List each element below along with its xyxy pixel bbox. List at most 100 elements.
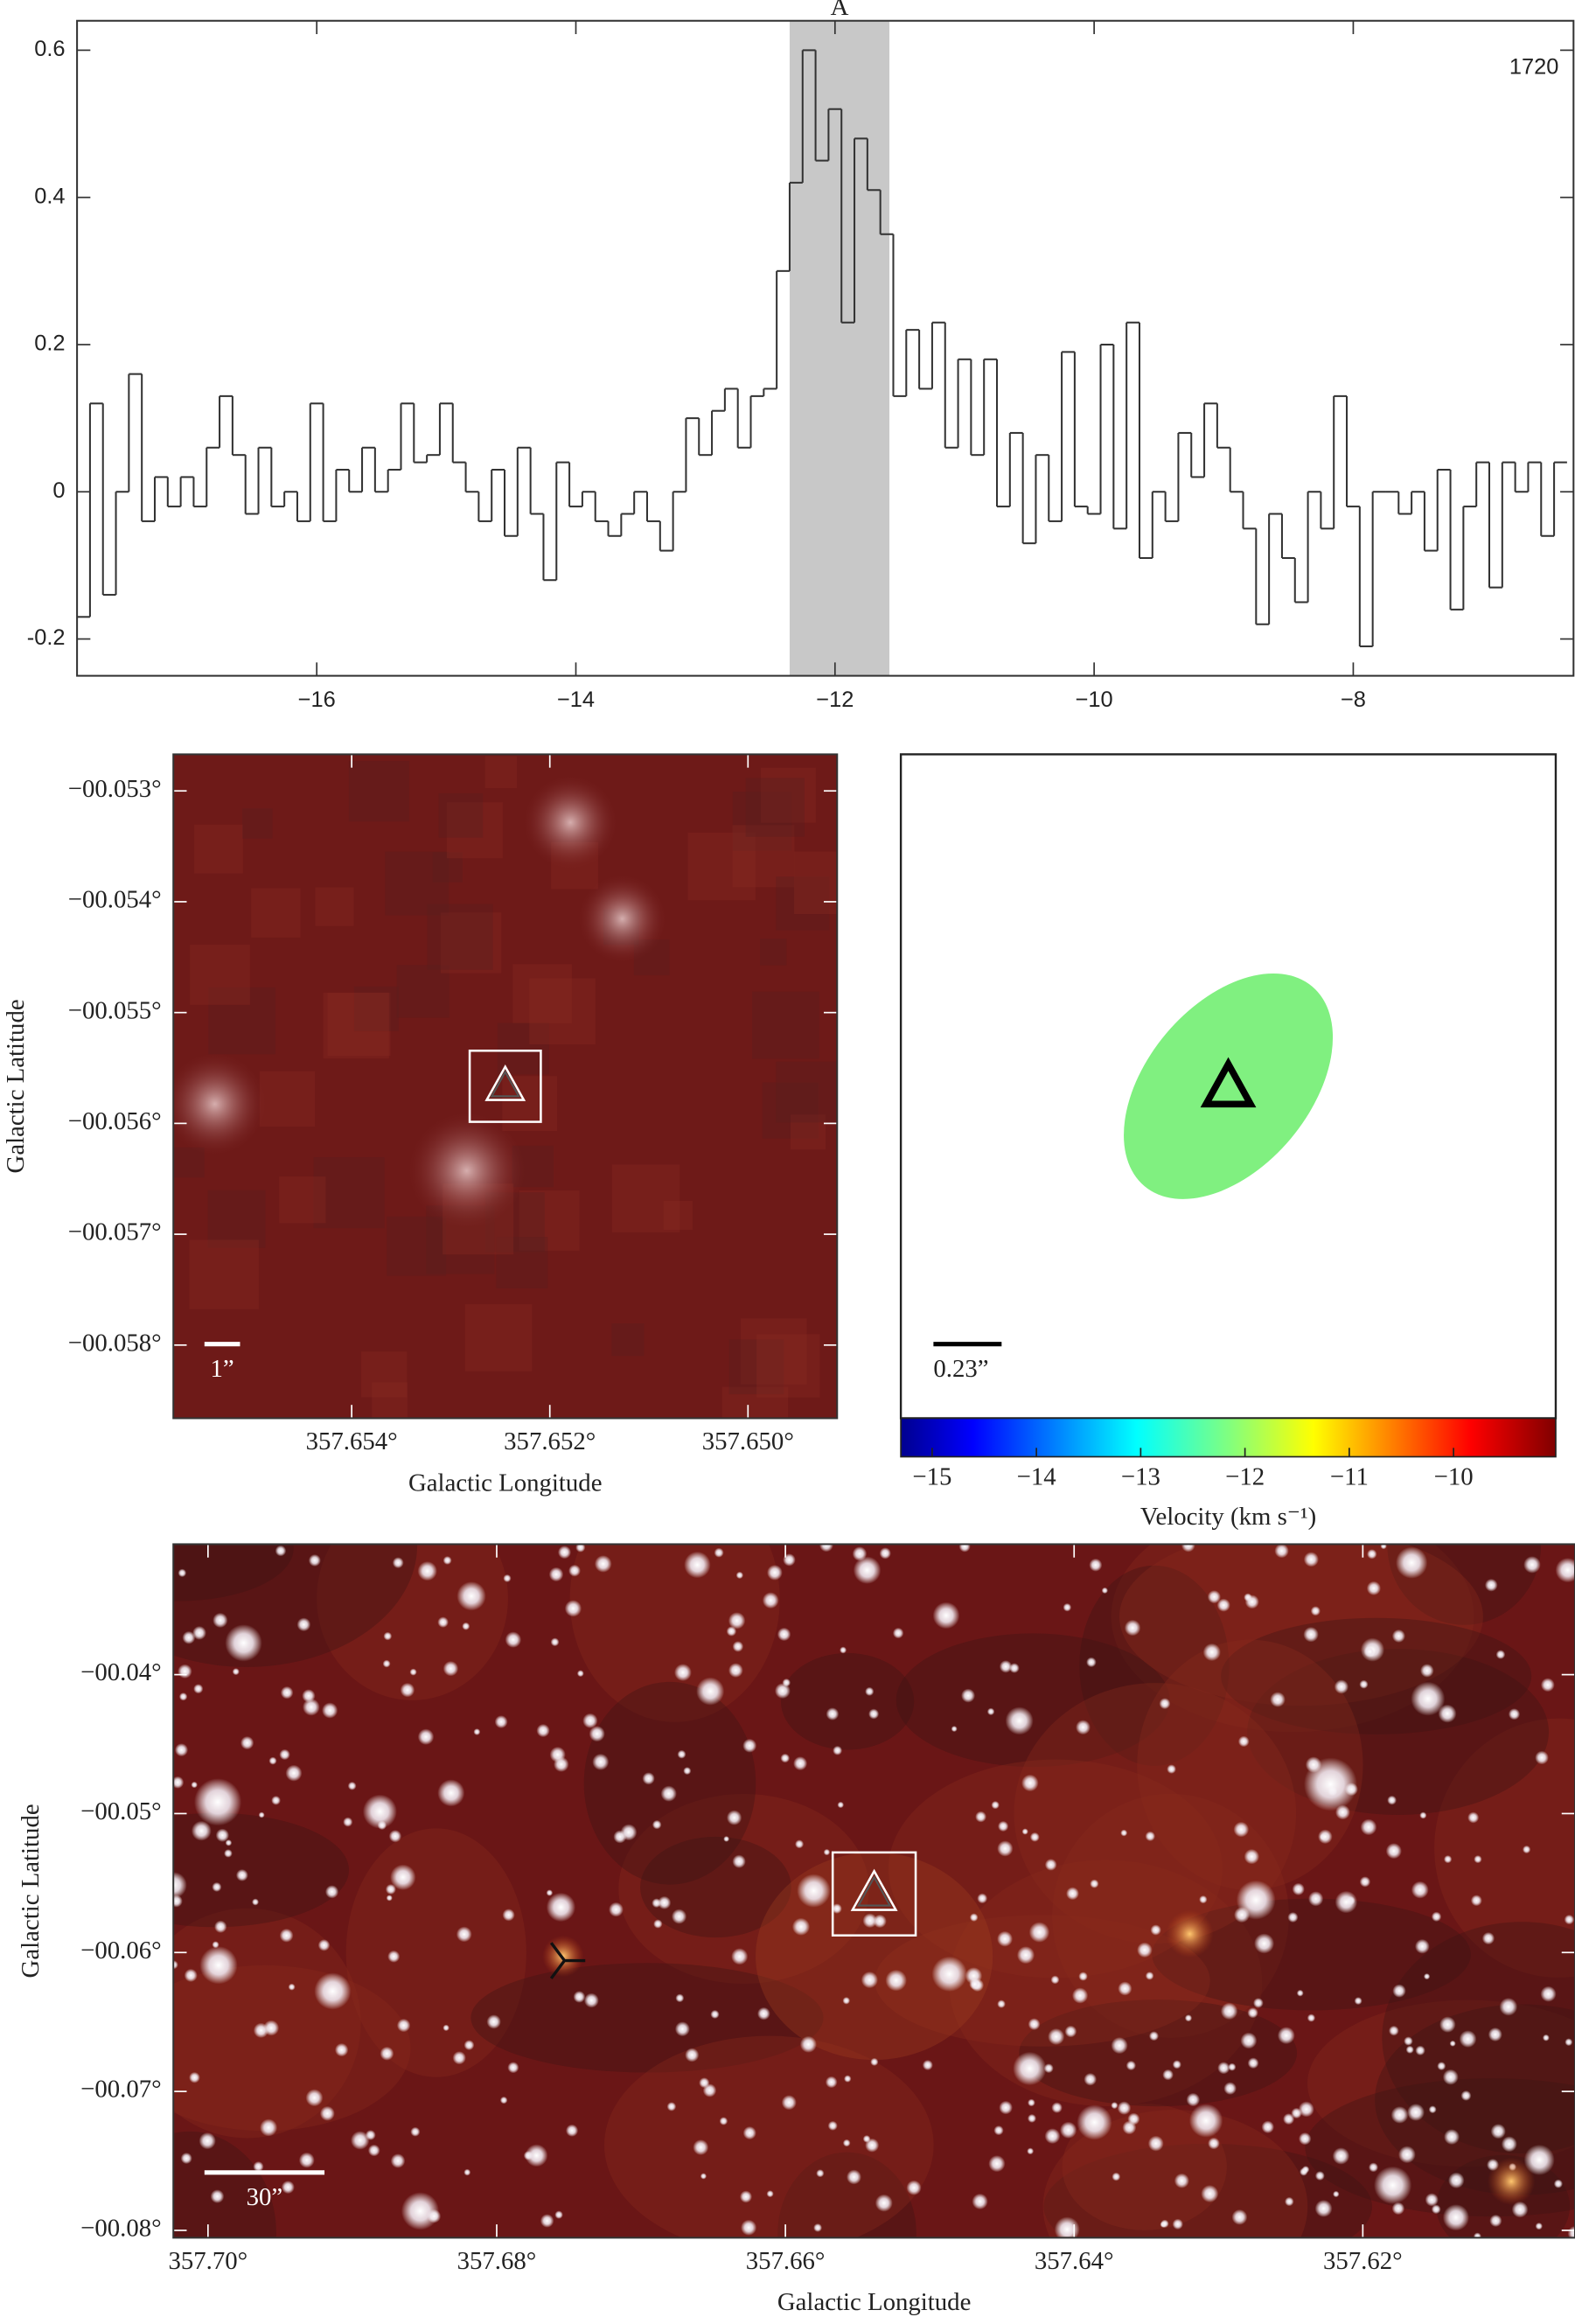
image-texture — [780, 1652, 915, 1750]
image-star — [1127, 2112, 1140, 2125]
image-star — [1233, 1821, 1250, 1838]
y-tick-label: 0.6 — [34, 37, 65, 61]
image-star — [401, 2192, 440, 2230]
image-texture — [875, 1915, 1210, 2047]
image-star — [1172, 2218, 1183, 2230]
image-star — [1564, 1914, 1575, 1925]
image-star — [173, 1960, 178, 1970]
image-star — [726, 1810, 742, 1825]
image-star — [1172, 2060, 1181, 2069]
image-star — [1354, 1997, 1362, 2006]
image-star — [443, 1556, 452, 1565]
image-texture — [1079, 1565, 1230, 1766]
image-star — [683, 1767, 692, 1776]
image-star — [1565, 2038, 1573, 2047]
image-star — [260, 2118, 278, 2137]
image-star — [1380, 1544, 1387, 1550]
image-star — [1423, 1973, 1431, 1980]
image-star — [875, 2194, 893, 2212]
image-star — [546, 1892, 576, 1923]
image-texture — [396, 965, 450, 1018]
image-star — [998, 1820, 1009, 1832]
image-star — [1292, 1882, 1305, 1895]
image-star — [840, 1646, 847, 1654]
colorbar — [901, 1418, 1556, 1457]
image-star — [997, 1840, 1014, 1857]
scale-bar-label: 1” — [211, 1355, 234, 1383]
image-texture — [464, 1304, 533, 1371]
image-star — [494, 1715, 508, 1728]
corner-label: 1720 — [1509, 55, 1559, 80]
image-star — [1299, 2132, 1312, 2146]
image-texture — [761, 767, 816, 823]
image-texture — [728, 1339, 784, 1395]
image-star — [1118, 1981, 1132, 1996]
image-star — [1027, 2147, 1035, 2155]
image-star — [986, 1707, 995, 1716]
image-source — [1166, 1909, 1214, 1958]
image-star — [1470, 1895, 1482, 1907]
image-star — [1247, 2057, 1259, 2069]
y-tick-label: −00.05° — [80, 1797, 162, 1825]
image-star — [732, 1641, 744, 1652]
image-texture — [732, 792, 792, 851]
image-star — [503, 1574, 512, 1583]
image-star — [827, 2120, 838, 2131]
image-star — [1167, 1764, 1176, 1774]
image-star — [550, 1637, 560, 1647]
image-star — [674, 2021, 690, 2037]
image-star — [583, 1992, 599, 2008]
image-star — [302, 1689, 316, 1703]
image-star — [189, 2071, 200, 2083]
shaded-window — [789, 20, 890, 676]
image-star — [225, 1624, 262, 1662]
image-background — [173, 1544, 1575, 2238]
image-star — [1367, 1549, 1377, 1560]
image-star — [1419, 1811, 1427, 1819]
image-star — [700, 2173, 707, 2180]
image-star — [1240, 2032, 1258, 2049]
image-background — [173, 754, 838, 1419]
image-star — [463, 2168, 471, 2176]
image-star — [224, 1849, 233, 1858]
image-star — [1077, 2104, 1112, 2140]
y-tick-label: −00.06° — [80, 1937, 162, 1965]
image-star — [268, 1756, 277, 1765]
image-star — [386, 1895, 393, 1902]
image-star — [317, 1939, 331, 1951]
image-star — [742, 2126, 756, 2140]
image-texture — [529, 978, 596, 1045]
image-star — [1555, 1558, 1575, 1583]
image-star — [1307, 2013, 1316, 2022]
source-marker — [850, 1868, 898, 1911]
image-star — [351, 2131, 370, 2150]
plot-frame — [172, 1543, 1575, 2239]
image-star — [390, 1864, 416, 1890]
y-tick-label: −00.054° — [68, 886, 162, 914]
image-star — [1244, 1848, 1260, 1865]
y-tick-label: −00.053° — [68, 775, 162, 803]
image-source — [542, 1935, 584, 1978]
image-star — [862, 1913, 878, 1929]
image-star — [795, 1839, 805, 1849]
image-star — [958, 1544, 971, 1553]
image-star — [1159, 1698, 1171, 1710]
image-texture — [1221, 1617, 1532, 1734]
image-star — [1261, 2120, 1274, 2134]
image-star — [564, 1600, 582, 1617]
y-tick-label: −00.04° — [80, 1658, 162, 1686]
image-star — [653, 1919, 663, 1929]
image-star — [728, 1612, 746, 1630]
image-star — [1021, 1828, 1028, 1835]
image-star — [1303, 1552, 1319, 1567]
y-tick-label: −00.08° — [80, 2215, 162, 2243]
image-star — [988, 2155, 1006, 2173]
image-star — [546, 1889, 554, 1896]
image-star — [684, 1551, 711, 1579]
image-star — [774, 1683, 791, 1699]
image-star — [565, 2124, 579, 2137]
image-texture — [432, 852, 463, 883]
image-texture — [745, 778, 805, 837]
image-star — [674, 1664, 692, 1681]
image-star — [288, 1983, 296, 1991]
